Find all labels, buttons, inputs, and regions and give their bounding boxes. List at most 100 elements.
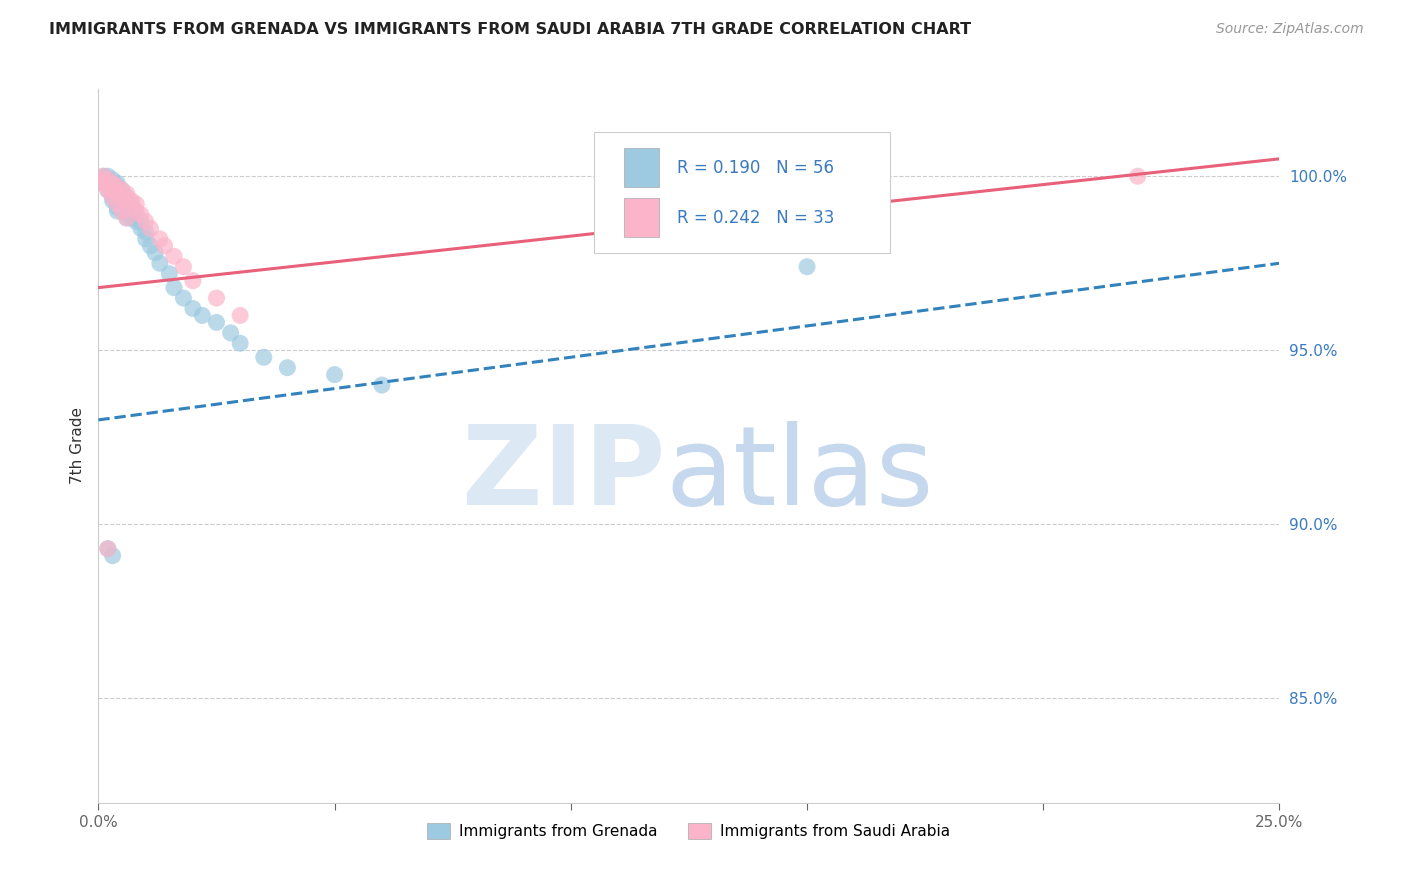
Point bbox=[205, 291, 228, 305]
Point bbox=[135, 225, 157, 239]
Point bbox=[253, 350, 276, 364]
Point bbox=[121, 197, 143, 211]
Point bbox=[163, 249, 186, 263]
Point bbox=[181, 274, 204, 288]
FancyBboxPatch shape bbox=[624, 148, 659, 187]
Point bbox=[276, 360, 298, 375]
Point bbox=[91, 172, 114, 186]
FancyBboxPatch shape bbox=[595, 132, 890, 253]
Point bbox=[172, 260, 194, 274]
Y-axis label: 7th Grade: 7th Grade bbox=[69, 408, 84, 484]
FancyBboxPatch shape bbox=[624, 198, 659, 237]
Point bbox=[101, 176, 124, 190]
Point bbox=[1126, 169, 1149, 184]
Point bbox=[97, 541, 120, 556]
Point bbox=[125, 204, 148, 219]
Point bbox=[121, 204, 143, 219]
Point bbox=[181, 301, 204, 316]
Point bbox=[371, 378, 394, 392]
Point bbox=[105, 179, 128, 194]
Point bbox=[115, 211, 138, 225]
Point bbox=[105, 183, 128, 197]
Point bbox=[105, 204, 128, 219]
Point bbox=[229, 336, 252, 351]
Point bbox=[157, 267, 180, 281]
Point bbox=[101, 194, 124, 208]
Point bbox=[101, 179, 124, 194]
Point bbox=[115, 211, 138, 225]
Point bbox=[101, 172, 124, 186]
Point bbox=[111, 204, 134, 219]
Point bbox=[91, 169, 114, 184]
Point bbox=[139, 239, 162, 253]
Point bbox=[105, 179, 128, 194]
Point bbox=[105, 201, 128, 215]
Point bbox=[97, 179, 120, 194]
Point bbox=[105, 176, 128, 190]
Point bbox=[111, 190, 134, 204]
Point bbox=[97, 541, 120, 556]
Point bbox=[101, 176, 124, 190]
Point bbox=[101, 190, 124, 204]
Text: atlas: atlas bbox=[665, 421, 934, 528]
Point bbox=[97, 172, 120, 186]
Point bbox=[129, 207, 152, 221]
Point bbox=[229, 309, 252, 323]
Point bbox=[139, 221, 162, 235]
Point bbox=[111, 183, 134, 197]
Point bbox=[143, 245, 166, 260]
Point bbox=[91, 172, 114, 186]
Point bbox=[111, 204, 134, 219]
Point bbox=[111, 190, 134, 204]
Point bbox=[115, 190, 138, 204]
Point bbox=[105, 194, 128, 208]
Point bbox=[97, 179, 120, 194]
Point bbox=[121, 211, 143, 225]
Point bbox=[125, 197, 148, 211]
Point bbox=[191, 309, 214, 323]
Point bbox=[105, 186, 128, 201]
Point bbox=[219, 326, 242, 340]
Point bbox=[153, 239, 176, 253]
Point bbox=[97, 169, 120, 184]
Point bbox=[129, 214, 152, 228]
Point bbox=[91, 169, 114, 184]
Point bbox=[205, 315, 228, 329]
Point bbox=[129, 221, 152, 235]
Point bbox=[172, 291, 194, 305]
Point bbox=[115, 186, 138, 201]
Point bbox=[111, 183, 134, 197]
Text: Source: ZipAtlas.com: Source: ZipAtlas.com bbox=[1216, 22, 1364, 37]
Point bbox=[101, 190, 124, 204]
Point bbox=[97, 176, 120, 190]
Text: ZIP: ZIP bbox=[463, 421, 665, 528]
Point bbox=[105, 190, 128, 204]
Point bbox=[115, 197, 138, 211]
Point bbox=[135, 232, 157, 246]
Legend: Immigrants from Grenada, Immigrants from Saudi Arabia: Immigrants from Grenada, Immigrants from… bbox=[422, 817, 956, 845]
Point bbox=[796, 260, 818, 274]
Point bbox=[115, 204, 138, 219]
Point bbox=[135, 214, 157, 228]
Text: R = 0.190   N = 56: R = 0.190 N = 56 bbox=[678, 159, 834, 177]
Point bbox=[111, 197, 134, 211]
Point bbox=[323, 368, 346, 382]
Point bbox=[125, 207, 148, 221]
Point bbox=[149, 232, 172, 246]
Point bbox=[101, 183, 124, 197]
Point bbox=[97, 183, 120, 197]
Point bbox=[115, 194, 138, 208]
Point bbox=[97, 183, 120, 197]
Point bbox=[101, 549, 124, 563]
Text: R = 0.242   N = 33: R = 0.242 N = 33 bbox=[678, 209, 835, 227]
Point bbox=[91, 176, 114, 190]
Point bbox=[125, 214, 148, 228]
Point bbox=[105, 197, 128, 211]
Point bbox=[97, 172, 120, 186]
Point bbox=[121, 194, 143, 208]
Point bbox=[149, 256, 172, 270]
Point bbox=[163, 280, 186, 294]
Text: IMMIGRANTS FROM GRENADA VS IMMIGRANTS FROM SAUDI ARABIA 7TH GRADE CORRELATION CH: IMMIGRANTS FROM GRENADA VS IMMIGRANTS FR… bbox=[49, 22, 972, 37]
Point bbox=[91, 176, 114, 190]
Point bbox=[101, 183, 124, 197]
